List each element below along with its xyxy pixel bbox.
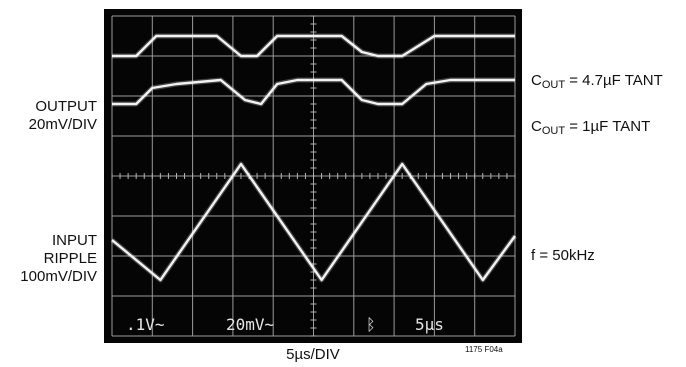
input-label-line2: RIPPLE [43, 250, 97, 267]
scope-traces [110, 33, 518, 283]
input-ripple-label: INPUT RIPPLE 100mV/DIV [0, 232, 97, 286]
trace-series-1 [112, 34, 515, 58]
trace-series-3 [111, 162, 516, 282]
scope-grid [111, 15, 516, 337]
output-label-line2: 20mV/DIV [28, 116, 97, 133]
figure-id: 1175 F04a [465, 345, 503, 354]
legend-cout-1uf: COUT = 1µF TANT [531, 118, 651, 137]
input-label-line1: INPUT [52, 232, 97, 249]
readout-timebase: 5µs [415, 315, 444, 334]
readout-trigger: ᛒ [366, 315, 376, 334]
readout-ch1: .1V~ [126, 315, 165, 334]
output-label: OUTPUT 20mV/DIV [0, 98, 97, 134]
legend-cout-4-7uf: COUT = 4.7µF TANT [531, 72, 663, 91]
readout-ch2: 20mV~ [226, 315, 274, 334]
x-axis-label: 5µs/DIV [286, 346, 340, 363]
trace-series-2 [112, 78, 515, 106]
frequency-label: f = 50kHz [531, 247, 595, 264]
output-label-line1: OUTPUT [35, 98, 97, 115]
input-label-line3: 100mV/DIV [20, 268, 97, 285]
